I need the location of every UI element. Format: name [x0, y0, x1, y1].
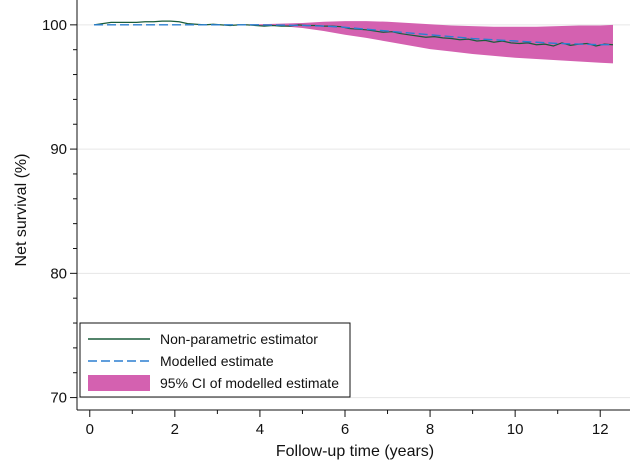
- legend-label: Modelled estimate: [160, 353, 274, 369]
- series-lines: [93, 20, 614, 47]
- x-tick-label: 0: [86, 421, 94, 438]
- legend: Non-parametric estimator Modelled estimat…: [79, 322, 351, 398]
- y-tick-label: 80: [50, 265, 67, 282]
- axes: 70 80 90 100 0 2 4 6 8 10 12: [42, 0, 630, 438]
- y-axis-label: Net survival (%): [13, 154, 30, 267]
- x-tick-label: 10: [507, 421, 524, 438]
- x-axis-label: Follow-up time (years): [276, 443, 434, 460]
- x-tick-label: 6: [341, 421, 349, 438]
- x-tick-label: 4: [256, 421, 264, 438]
- legend-swatch-ci: [88, 375, 150, 391]
- ci-band-layer: [94, 21, 613, 64]
- modelled-estimate-line: [94, 24, 613, 46]
- legend-items: Non-parametric estimator Modelled estimat…: [88, 331, 339, 391]
- x-tick-label: 12: [592, 421, 609, 438]
- legend-label: 95% CI of modelled estimate: [160, 375, 339, 391]
- x-tick-label: 8: [426, 421, 434, 438]
- y-tick-label: 90: [50, 141, 67, 158]
- x-tick-label: 2: [171, 421, 179, 438]
- y-tick-label: 70: [50, 390, 67, 407]
- ci-band: [94, 21, 613, 64]
- nonparametric-line: [93, 20, 614, 47]
- y-tick-label: 100: [42, 17, 67, 34]
- legend-label: Non-parametric estimator: [160, 331, 318, 347]
